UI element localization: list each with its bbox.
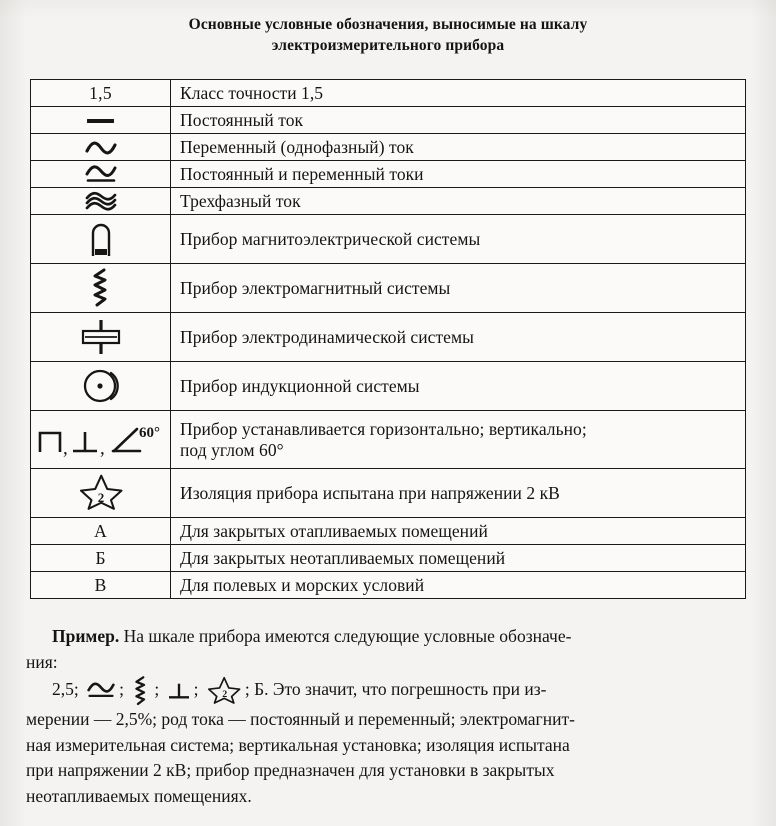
description-cell: Трехфазный ток <box>170 187 746 215</box>
category-a-letter: А <box>94 520 107 541</box>
example-line-2: ния: <box>26 650 742 676</box>
table-row: Прибор индукционной системы <box>30 361 746 411</box>
accuracy-class-symbol: 1,5 <box>89 82 112 103</box>
direct-and-alternating-current-icon <box>86 682 116 700</box>
symbol-cell-electrodynamic <box>30 312 171 362</box>
direct-and-alternating-current-icon <box>84 164 118 185</box>
page-title-line1: Основные условные обозначения, выносимые… <box>188 16 588 33</box>
description-cell: Постоянный ток <box>170 106 746 134</box>
orientation-desc-line2: под углом 60° <box>180 439 284 460</box>
symbol-cell-orientation: , , 60° <box>30 410 171 469</box>
electromagnetic-system-icon <box>131 675 151 707</box>
description-cell: Прибор индукционной системы <box>170 361 746 411</box>
table-row: Постоянный ток <box>30 106 746 134</box>
example-line-4: мерении — 2,5%; род тока — постоянный и … <box>26 709 575 729</box>
table-row: Прибор магнитоэлектрической системы <box>30 214 746 264</box>
description-cell: Постоянный и переменный токи <box>170 160 746 188</box>
example-paragraph: Пример. На шкале прибора имеются следующ… <box>26 624 742 809</box>
magnetoelectric-system-icon <box>86 220 116 258</box>
table-row: 2 Изоляция прибора испытана при напряжен… <box>30 468 746 518</box>
induction-system-icon <box>81 366 121 406</box>
example-line3-text: ; Б. Это значит, что погрешность при из- <box>244 679 547 700</box>
direct-current-icon <box>87 119 114 124</box>
example-line2-text: ния: <box>26 651 58 672</box>
example-accuracy-value: 2,5; <box>52 679 79 700</box>
svg-text:2: 2 <box>97 490 104 505</box>
symbol-cell-electromagnetic <box>30 263 171 313</box>
svg-text:,: , <box>63 438 68 459</box>
table-row: А Для закрытых отапливаемых помещений <box>30 517 746 545</box>
example-line-5: ная измерительная система; вертикальная … <box>26 734 570 755</box>
description-cell: Прибор магнитоэлектрической системы <box>170 214 746 264</box>
symbol-cell-three-phase <box>30 187 171 215</box>
svg-text:,: , <box>100 438 105 459</box>
table-row: В Для полевых и морских условий <box>30 571 746 599</box>
example-line-3: 2,5; ; ; ; <box>26 675 742 707</box>
symbol-cell-dc-and-ac <box>30 160 171 188</box>
description-cell: Прибор электромагнитный системы <box>170 263 746 313</box>
description-cell-orientation: Прибор устанавливается горизонтально; ве… <box>170 410 746 469</box>
table-row: Б Для закрытых неотапливаемых помещений <box>30 544 746 572</box>
symbol-cell-category-b: Б <box>30 544 171 572</box>
orientation-icons: , , 60° <box>36 420 166 460</box>
symbol-cell-category-v: В <box>30 571 171 599</box>
alternating-current-icon <box>84 140 118 156</box>
svg-text:2: 2 <box>222 689 227 700</box>
symbol-cell-induction <box>30 361 171 411</box>
description-cell: Изоляция прибора испытана при напряжении… <box>170 468 746 518</box>
symbol-cell-category-a: А <box>30 517 171 545</box>
symbols-table: 1,5 Класс точности 1,5 Постоянный ток <box>30 79 746 599</box>
description-cell: Для закрытых отапливаемых помещений <box>170 517 746 545</box>
table-row: Переменный (однофазный) ток <box>30 133 746 161</box>
example-line-1: Пример. На шкале прибора имеются следующ… <box>26 624 742 650</box>
table-row: Прибор электродинамической системы <box>30 312 746 362</box>
symbol-cell-alternating-current <box>30 133 171 161</box>
symbol-cell-magnetoelectric <box>30 214 171 264</box>
description-cell: Для закрытых неотапливаемых помещений <box>170 544 746 572</box>
vertical-orientation-icon <box>167 681 191 701</box>
category-v-letter: В <box>94 574 107 595</box>
orientation-desc-line1: Прибор устанавливается горизонтально; ве… <box>180 418 587 439</box>
example-label: Пример. <box>52 626 120 646</box>
table-row: Трехфазный ток <box>30 187 746 215</box>
symbol-cell-insulation-test: 2 <box>30 468 171 518</box>
table-row: , , 60° Прибор устанавливаетс <box>30 410 746 469</box>
table-row: Прибор электромагнитный системы <box>30 263 746 313</box>
example-line1-text: На шкале прибора имеются следующие услов… <box>119 626 572 646</box>
example-line-7: неотапливаемых помещениях. <box>26 785 252 806</box>
svg-text:60°: 60° <box>139 425 160 441</box>
description-cell: Прибор электродинамической системы <box>170 312 746 362</box>
description-cell: Переменный (однофазный) ток <box>170 133 746 161</box>
electrodynamic-system-icon <box>79 317 123 357</box>
insulation-test-star-icon: 2 <box>79 472 123 514</box>
page-title-line2: электроизмерительного прибора <box>271 37 505 54</box>
table-row: 1,5 Класс точности 1,5 <box>30 79 746 107</box>
description-cell: Класс точности 1,5 <box>170 79 746 107</box>
electromagnetic-system-icon <box>88 267 114 309</box>
table-row: Постоянный и переменный токи <box>30 160 746 188</box>
insulation-test-star-icon: 2 <box>206 675 242 707</box>
page-title: Основные условные обозначения, выносимые… <box>0 14 776 56</box>
description-cell: Для полевых и морских условий <box>170 571 746 599</box>
category-b-letter: Б <box>95 547 106 568</box>
three-phase-current-icon <box>84 191 118 212</box>
example-line-6: при напряжении 2 кВ; прибор предназначен… <box>26 760 555 780</box>
symbol-cell-direct-current <box>30 106 171 134</box>
symbol-cell-accuracy-class: 1,5 <box>30 79 171 107</box>
